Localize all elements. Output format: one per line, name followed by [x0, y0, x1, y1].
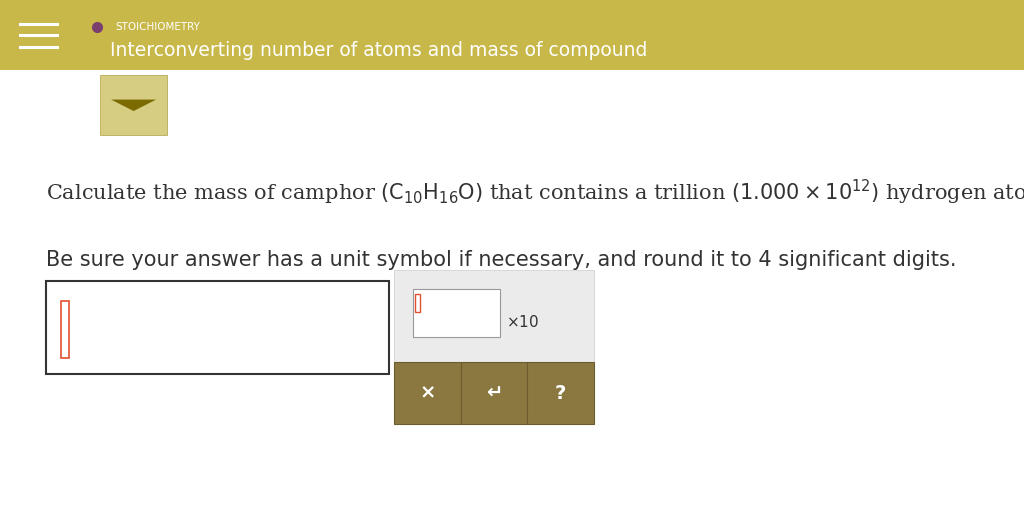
- FancyBboxPatch shape: [46, 281, 389, 374]
- Text: Calculate the mass of camphor $\left(\mathrm{C}_{10}\mathrm{H}_{16}\mathrm{O}\ri: Calculate the mass of camphor $\left(\ma…: [46, 178, 1024, 207]
- Text: Interconverting number of atoms and mass of compound: Interconverting number of atoms and mass…: [110, 41, 647, 60]
- Text: ↵: ↵: [486, 384, 502, 402]
- Text: $\times$10: $\times$10: [506, 314, 539, 330]
- Polygon shape: [112, 99, 156, 111]
- Text: ?: ?: [555, 384, 566, 402]
- FancyBboxPatch shape: [0, 0, 1024, 70]
- FancyBboxPatch shape: [413, 289, 500, 336]
- FancyBboxPatch shape: [394, 362, 461, 424]
- FancyBboxPatch shape: [100, 75, 167, 135]
- FancyBboxPatch shape: [461, 362, 527, 424]
- Text: Be sure your answer has a unit symbol if necessary, and round it to 4 significan: Be sure your answer has a unit symbol if…: [46, 250, 956, 270]
- Text: ×: ×: [420, 384, 435, 402]
- FancyBboxPatch shape: [0, 70, 1024, 520]
- FancyBboxPatch shape: [527, 362, 594, 424]
- FancyBboxPatch shape: [394, 270, 594, 362]
- Text: STOICHIOMETRY: STOICHIOMETRY: [116, 22, 201, 32]
